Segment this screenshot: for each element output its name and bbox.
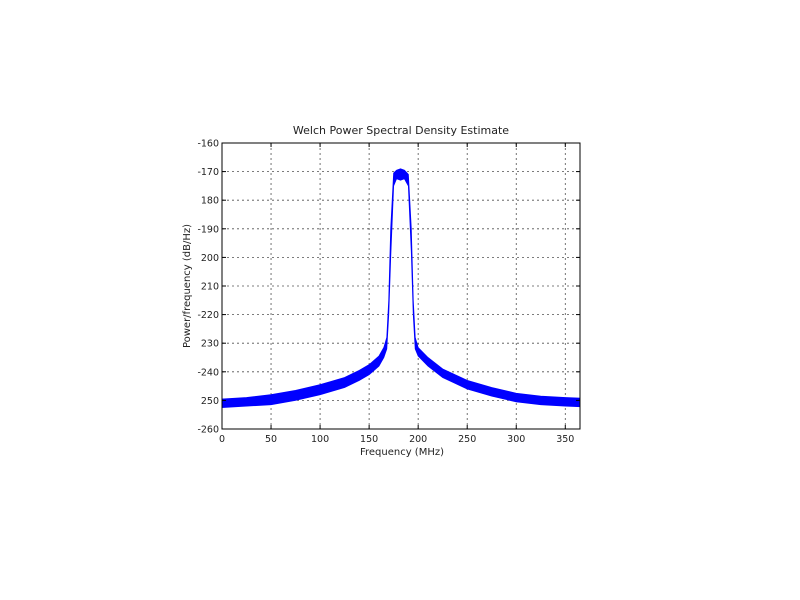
x-tick-label: 200 [409, 434, 427, 445]
y-tick-label: -220 [197, 310, 219, 321]
x-tick-label: 50 [265, 434, 277, 445]
axis-ticks: 0 50 100 150 200 250 300 350 -160 -170 180 -190 200 2… [197, 139, 580, 445]
y-tick-label: 180 [201, 196, 219, 207]
y-tick-label: -160 [197, 139, 219, 150]
x-tick-label: 100 [311, 434, 329, 445]
chart-title: Welch Power Spectral Density Estimate [293, 124, 509, 137]
y-tick-label: -240 [197, 367, 219, 378]
y-tick-label: 210 [201, 282, 219, 293]
x-tick-label: 0 [219, 434, 225, 445]
y-tick-label: 230 [201, 339, 219, 350]
y-tick-label: 200 [201, 253, 219, 264]
x-tick-label: 350 [556, 434, 574, 445]
series-band-0 [221, 168, 581, 408]
y-tick-label: -190 [197, 224, 219, 235]
plot-frame [221, 142, 581, 430]
y-tick-label: -260 [197, 425, 219, 436]
series-layer [221, 168, 581, 408]
grid-lines [222, 143, 580, 429]
y-axis-label: Power/frequency (dB/Hz) [182, 224, 193, 348]
y-tick-label: -170 [197, 167, 219, 178]
x-axis-label: Frequency (MHz) [360, 447, 444, 458]
x-tick-label: 250 [458, 434, 476, 445]
x-tick-label: 300 [507, 434, 525, 445]
y-tick-label: 250 [201, 396, 219, 407]
x-tick-label: 150 [360, 434, 378, 445]
